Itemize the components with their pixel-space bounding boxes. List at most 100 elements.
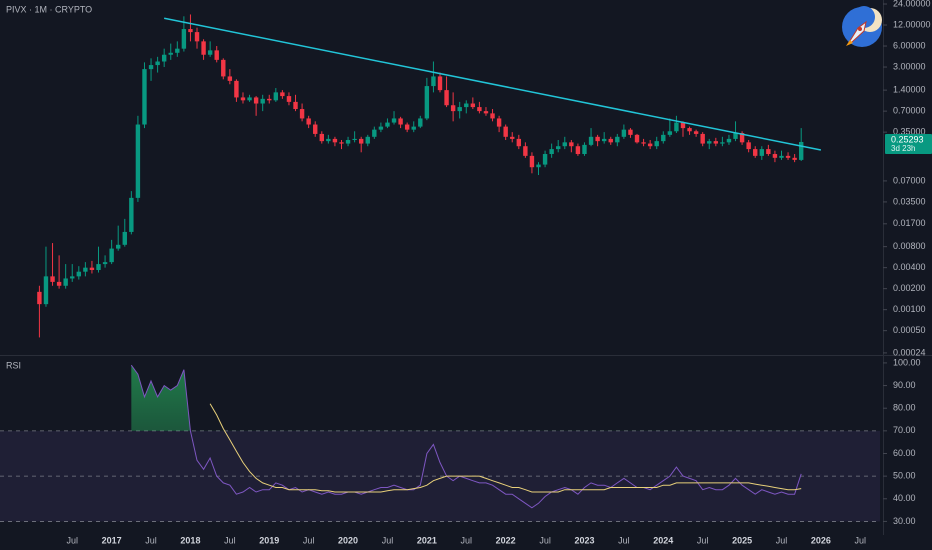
candle-body [293, 101, 298, 110]
x-tick-label: 2017 [102, 535, 122, 545]
candle-body [437, 76, 443, 91]
candle-body [510, 136, 515, 139]
candle-body [411, 126, 416, 130]
candle-body [227, 76, 233, 81]
x-tick-label: 2020 [338, 535, 358, 545]
candle-body [37, 291, 42, 305]
candle-body [739, 133, 745, 143]
candle-body [490, 113, 495, 119]
candle-body [647, 143, 653, 147]
x-tick-label: Jul [224, 535, 236, 545]
x-tick-label: Jul [697, 535, 709, 545]
y-tick-label: 0.35000 [893, 127, 926, 137]
candle-body [404, 124, 410, 130]
y-tick-label: 0.03500 [893, 196, 926, 206]
candle-body [96, 264, 101, 271]
candle-body [588, 136, 594, 145]
x-tick-label: Jul [855, 535, 867, 545]
candle-body [135, 124, 141, 198]
candle-body [313, 124, 318, 134]
candle-body [207, 50, 213, 55]
candle-body [733, 133, 738, 139]
y-tick-label: 0.00400 [893, 262, 926, 272]
candle-body [536, 164, 541, 168]
y-tick-label: 0.00800 [893, 241, 926, 251]
candle-body [253, 97, 259, 104]
candle-body [214, 50, 219, 60]
x-tick-label: 2022 [496, 535, 516, 545]
candle-body [693, 131, 699, 134]
y-tick-label: 3.00000 [893, 61, 926, 71]
candle-body [450, 105, 456, 112]
y-tick-label: 6.00000 [893, 40, 926, 50]
candle-body [720, 142, 725, 144]
y-tick-label: 80.00 [893, 403, 916, 413]
price-label-box [885, 133, 932, 154]
candle-body [634, 134, 640, 143]
x-tick-label: Jul [303, 535, 315, 545]
candle-body [326, 138, 331, 142]
y-tick-label: 60.00 [893, 448, 916, 458]
candle-body [628, 129, 633, 135]
candle-body [43, 276, 49, 305]
candle-body [345, 140, 351, 144]
candle-body [424, 86, 430, 119]
candle-body [286, 96, 292, 102]
candle-body [234, 80, 239, 98]
candle-body [595, 136, 600, 142]
logo [842, 6, 882, 47]
candle-body [273, 92, 279, 101]
price-label: 0.25293 [891, 134, 924, 144]
candle-body [175, 48, 180, 53]
candle-body [680, 122, 686, 129]
candle-body [477, 107, 482, 112]
candle-body [365, 136, 370, 144]
candle-body [122, 231, 127, 245]
candle-body [700, 133, 705, 144]
candle-body [674, 122, 679, 132]
candle-body [116, 244, 121, 249]
candle-body [608, 138, 613, 143]
candle-body [50, 276, 55, 282]
candle-body [556, 146, 561, 150]
candle-body [56, 281, 62, 286]
y-tick-label: 0.00050 [893, 325, 926, 335]
candle-body [785, 155, 791, 158]
y-tick-label: 40.00 [893, 493, 916, 503]
candle-body [70, 276, 75, 279]
candle-body [240, 97, 246, 101]
y-tick-label: 100.00 [893, 357, 921, 367]
candle-body [431, 76, 436, 87]
candle-body [267, 98, 272, 101]
candle-body [661, 134, 666, 142]
candle-body [772, 154, 778, 158]
candle-body [306, 118, 311, 125]
candle-body [418, 118, 423, 127]
candle-body [168, 52, 173, 55]
y-tick-label: 50.00 [893, 471, 916, 481]
y-tick-label: 70.00 [893, 425, 916, 435]
candle-body [667, 131, 673, 135]
candle-body [707, 141, 712, 144]
x-tick-label: 2024 [653, 535, 673, 545]
candle-body [766, 149, 771, 155]
candle-body [148, 65, 154, 70]
candle-body [523, 146, 528, 156]
y-tick-label: 0.07000 [893, 175, 926, 185]
candles [37, 14, 804, 338]
candle-body [83, 267, 88, 272]
y-tick-label: 30.00 [893, 516, 916, 526]
candle-body [569, 142, 574, 147]
candle-body [89, 267, 95, 271]
chart-title: PIVX · 1M · CRYPTO [6, 4, 92, 14]
candle-body [221, 59, 226, 77]
candle-body [575, 146, 581, 155]
candle-body [621, 129, 627, 137]
candle-body [358, 138, 364, 144]
candle-body [470, 103, 476, 108]
candle-body [753, 149, 758, 156]
y-tick-label: 90.00 [893, 380, 916, 390]
candle-body [464, 103, 469, 108]
candle-body [503, 126, 508, 137]
candle-body [247, 97, 252, 101]
